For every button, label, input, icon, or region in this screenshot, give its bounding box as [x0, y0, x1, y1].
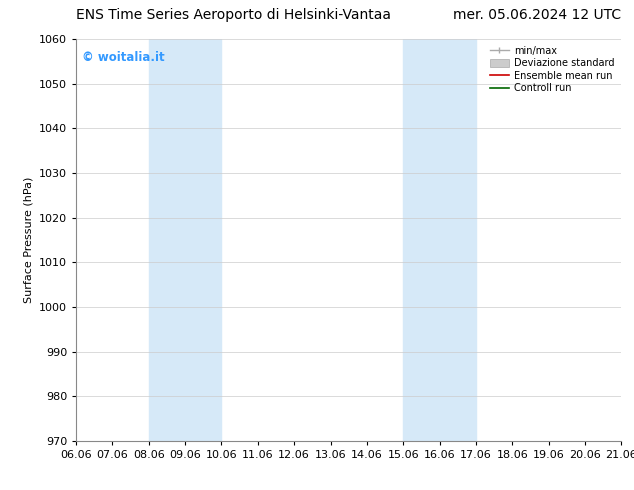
- Text: mer. 05.06.2024 12 UTC: mer. 05.06.2024 12 UTC: [453, 8, 621, 22]
- Bar: [149, 39, 221, 441]
- Text: ENS Time Series Aeroporto di Helsinki-Vantaa: ENS Time Series Aeroporto di Helsinki-Va…: [76, 8, 391, 22]
- Title: ENS Time Series Aeroporto di Helsinki-Vantaa      mer. 05.06.2024 12 UTC: ENS Time Series Aeroporto di Helsinki-Va…: [0, 489, 1, 490]
- Bar: [403, 39, 476, 441]
- Y-axis label: Surface Pressure (hPa): Surface Pressure (hPa): [23, 177, 34, 303]
- Legend: min/max, Deviazione standard, Ensemble mean run, Controll run: min/max, Deviazione standard, Ensemble m…: [488, 44, 616, 95]
- Text: © woitalia.it: © woitalia.it: [82, 51, 164, 64]
